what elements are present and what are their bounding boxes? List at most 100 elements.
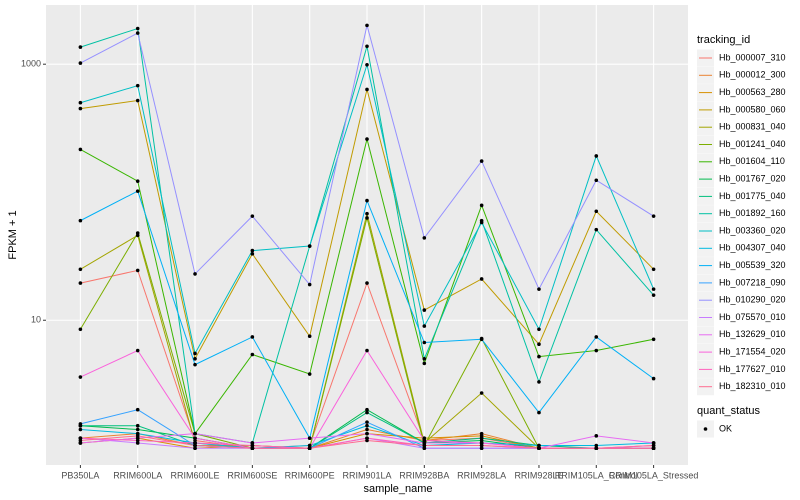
- data-point: [78, 45, 83, 49]
- legend-point: [703, 427, 708, 431]
- data-point: [479, 159, 484, 163]
- data-point: [250, 446, 255, 451]
- data-point: [365, 431, 369, 436]
- legend-label: Hb_000563_280: [719, 87, 786, 97]
- legend-label: Hb_000007_310: [719, 52, 786, 62]
- data-point: [135, 179, 140, 183]
- data-point: [307, 334, 312, 339]
- data-point: [78, 427, 83, 432]
- data-point: [307, 244, 312, 248]
- data-point: [250, 443, 255, 448]
- data-point: [78, 147, 83, 152]
- legend-label: Hb_001767_020: [719, 173, 786, 183]
- data-point: [594, 178, 599, 183]
- data-point: [479, 436, 484, 440]
- legend-label: Hb_000580_060: [719, 104, 786, 114]
- data-point: [193, 443, 197, 448]
- data-point: [422, 356, 427, 361]
- data-point: [193, 441, 197, 445]
- data-point: [135, 189, 140, 193]
- x-tick-label: RRIM105LA_Stressed: [609, 470, 699, 480]
- data-point: [651, 443, 656, 448]
- data-point: [78, 106, 83, 111]
- data-point: [594, 348, 599, 353]
- data-point: [135, 31, 140, 35]
- data-point: [135, 438, 140, 443]
- data-point: [307, 446, 312, 451]
- data-point: [193, 446, 197, 451]
- data-point: [651, 214, 656, 218]
- data-point: [651, 293, 656, 297]
- data-point: [479, 441, 484, 445]
- legend-label: Hb_182310_010: [719, 381, 786, 391]
- data-point: [594, 335, 599, 339]
- data-point: [307, 443, 312, 448]
- data-point: [135, 423, 140, 428]
- data-point: [651, 337, 656, 342]
- data-point: [365, 44, 369, 49]
- y-axis-title: FPKM + 1: [7, 210, 19, 259]
- legend-label: OK: [719, 423, 732, 433]
- data-point: [307, 436, 312, 440]
- data-point: [365, 23, 369, 28]
- data-point: [135, 427, 140, 432]
- data-point: [78, 267, 83, 272]
- y-tick-label: 10: [31, 315, 41, 325]
- data-point: [422, 446, 427, 451]
- x-tick-label: RRIM600LE: [171, 470, 220, 480]
- data-point: [365, 427, 369, 432]
- data-point: [135, 231, 140, 235]
- x-tick-label: RRIM600LA: [113, 470, 162, 480]
- data-point: [537, 287, 541, 291]
- x-tick-label: RRIM901LA: [342, 470, 391, 480]
- data-point: [135, 348, 140, 353]
- data-point: [422, 361, 427, 366]
- legend-label: Hb_007218_090: [719, 277, 786, 287]
- y-tick-label: 1000: [21, 59, 41, 69]
- data-point: [365, 423, 369, 428]
- data-point: [365, 216, 369, 220]
- data-point: [479, 220, 484, 225]
- status-legend-title: quant_status: [697, 405, 760, 417]
- data-point: [365, 87, 369, 92]
- data-point: [135, 268, 140, 273]
- legend-label: Hb_177627_010: [719, 364, 786, 374]
- data-point: [365, 137, 369, 141]
- data-point: [135, 83, 140, 88]
- legend-label: Hb_001241_040: [719, 139, 786, 149]
- data-point: [422, 443, 427, 448]
- data-point: [422, 324, 427, 328]
- data-point: [365, 420, 369, 424]
- legend-label: Hb_004307_040: [719, 243, 786, 253]
- data-point: [479, 446, 484, 451]
- data-point: [651, 287, 656, 291]
- data-point: [193, 362, 197, 367]
- data-point: [78, 375, 83, 379]
- data-point: [422, 308, 427, 312]
- data-point: [193, 351, 197, 356]
- data-point: [250, 352, 255, 357]
- data-point: [479, 337, 484, 342]
- data-point: [193, 356, 197, 361]
- legend-label: Hb_001892_160: [719, 208, 786, 218]
- data-point: [78, 327, 83, 332]
- data-point: [422, 441, 427, 445]
- data-point: [135, 441, 140, 445]
- data-point: [365, 281, 369, 285]
- data-point: [479, 391, 484, 395]
- legend-label: Hb_010290_020: [719, 295, 786, 305]
- data-point: [422, 236, 427, 240]
- x-tick-label: RRIM600PE: [285, 470, 335, 480]
- data-point: [193, 436, 197, 440]
- data-point: [78, 281, 83, 285]
- legend-label: Hb_000012_300: [719, 70, 786, 80]
- data-point: [537, 446, 541, 451]
- data-point: [78, 441, 83, 445]
- x-tick-label: RRIM928BA: [399, 470, 449, 480]
- data-point: [594, 209, 599, 214]
- data-point: [78, 100, 83, 105]
- data-point: [250, 335, 255, 339]
- data-point: [78, 61, 83, 65]
- data-point: [135, 98, 140, 103]
- x-tick-label: RRIM928LE: [514, 470, 563, 480]
